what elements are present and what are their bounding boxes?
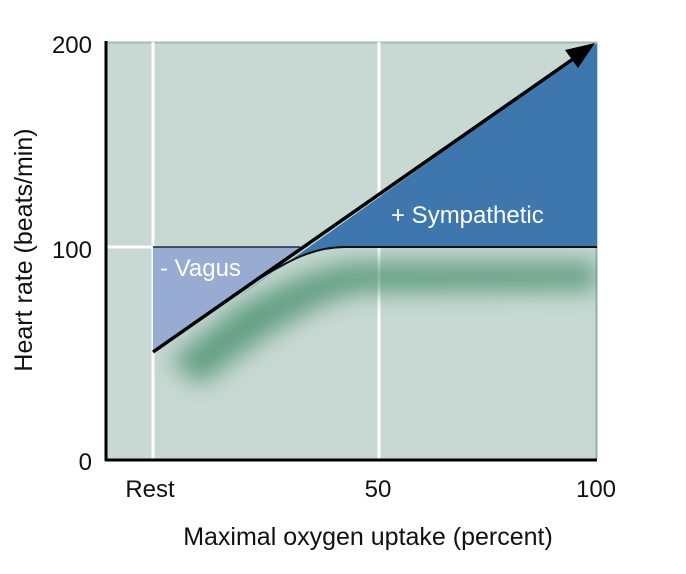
y-tick-200: 200: [52, 32, 92, 59]
sympathetic-region: [240, 44, 597, 296]
heart-rate-arrow-line: [151, 50, 585, 354]
curve-shadow: [170, 262, 597, 385]
x-axis-label: Maximal oxygen uptake (percent): [183, 523, 553, 551]
x-tick-50: 50: [365, 476, 392, 503]
x-tick-rest: Rest: [125, 476, 175, 503]
y-tick-0: 0: [79, 449, 92, 476]
vagus-label: - Vagus: [160, 255, 241, 282]
y-axis-label: Heart rate (beats/min): [10, 128, 38, 371]
y-tick-100: 100: [52, 237, 92, 264]
arrow-head-icon: [565, 43, 595, 68]
sympathetic-label: + Sympathetic: [391, 202, 544, 229]
x-tick-100: 100: [576, 476, 616, 503]
